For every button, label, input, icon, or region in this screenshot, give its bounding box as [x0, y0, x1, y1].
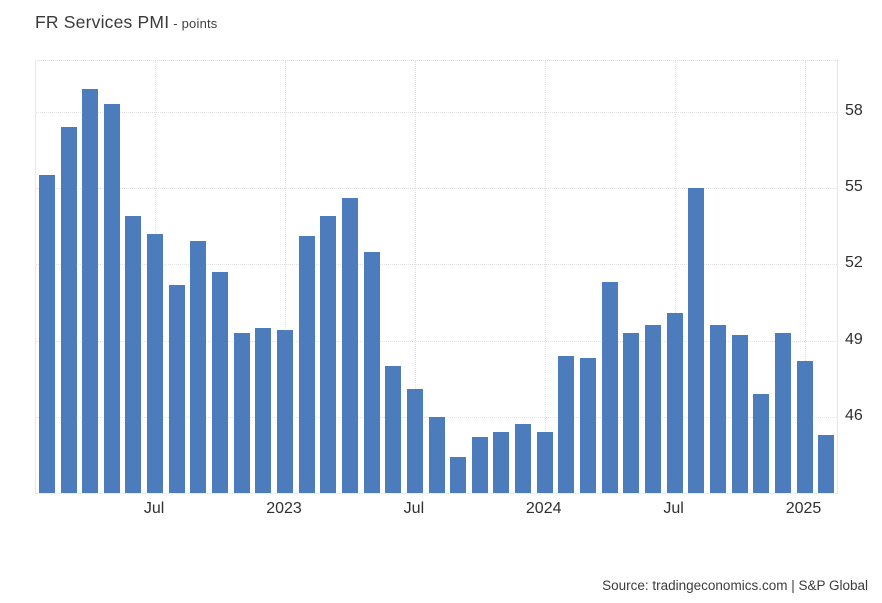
bar-apr-2022[interactable] — [82, 89, 99, 493]
bar-dec-2023[interactable] — [515, 424, 532, 493]
x-tick-label-jul-29: Jul — [663, 500, 684, 517]
gridline-v-2023-11 — [285, 61, 286, 493]
gridline-h-55 — [36, 188, 837, 190]
bar-nov-2022[interactable] — [233, 332, 250, 493]
y-tick-label-49: 49 — [845, 330, 863, 348]
bar-feb-2024[interactable] — [558, 355, 575, 493]
bar-may-2022[interactable] — [103, 104, 120, 493]
bar-sep-2022[interactable] — [190, 241, 207, 493]
bar-aug-2024[interactable] — [688, 188, 705, 493]
gridline-h-49 — [36, 340, 837, 342]
bar-aug-2022[interactable] — [168, 284, 185, 493]
bar-jul-2023[interactable] — [406, 388, 423, 493]
bar-jan-2023[interactable] — [277, 330, 293, 493]
x-tick-label-2023-11: 2023 — [266, 500, 302, 517]
bar-oct-2024[interactable] — [731, 335, 748, 493]
y-tick-label-55: 55 — [845, 178, 863, 196]
bar-jul-2024[interactable] — [666, 312, 683, 493]
x-tick-label-jul-5: Jul — [143, 500, 165, 517]
y-tick-label-52: 52 — [845, 254, 863, 272]
bar-sep-2023[interactable] — [450, 457, 467, 493]
bar-jun-2024[interactable] — [645, 325, 661, 493]
plot-area — [35, 60, 838, 494]
x-tick-label-2025-35: 2025 — [785, 500, 822, 517]
bar-mar-2024[interactable] — [580, 358, 596, 493]
gridline-v-jul-29 — [674, 61, 676, 493]
bar-feb-2023[interactable] — [298, 236, 315, 493]
gridline-v-2024-23 — [544, 61, 546, 493]
gridline-h-52 — [36, 264, 837, 266]
bar-may-2024[interactable] — [623, 332, 640, 493]
bar-oct-2022[interactable] — [212, 271, 228, 493]
chart-title-main: FR Services PMI — [35, 12, 170, 32]
gridline-v-2025-35 — [804, 61, 806, 493]
bar-apr-2024[interactable] — [601, 282, 618, 493]
bar-jul-2022[interactable] — [147, 233, 164, 493]
bar-aug-2023[interactable] — [428, 416, 445, 493]
bar-jun-2022[interactable] — [125, 216, 142, 493]
y-tick-label-58: 58 — [845, 101, 863, 119]
bar-dec-2024[interactable] — [774, 332, 791, 493]
gridline-h-58 — [36, 111, 837, 113]
bar-jan-2024[interactable] — [536, 432, 553, 493]
bar-feb-2022[interactable] — [38, 175, 55, 493]
bar-may-2023[interactable] — [363, 251, 380, 493]
chart-title-unit: - points — [173, 16, 218, 31]
x-tick-label-jul-17: Jul — [403, 500, 425, 517]
bar-sep-2024[interactable] — [709, 325, 726, 493]
gridline-v-jul-17 — [414, 61, 416, 493]
bar-apr-2023[interactable] — [341, 198, 358, 493]
y-tick-label-46: 46 — [845, 406, 863, 424]
bar-nov-2024[interactable] — [753, 393, 770, 493]
source-attribution: Source: tradingeconomics.com | S&P Globa… — [602, 578, 868, 593]
chart-title: FR Services PMI - points — [35, 12, 218, 33]
bar-mar-2023[interactable] — [320, 216, 337, 493]
bar-dec-2022[interactable] — [255, 327, 272, 493]
bar-nov-2023[interactable] — [493, 432, 510, 493]
bar-jun-2023[interactable] — [385, 365, 402, 493]
bar-oct-2023[interactable] — [471, 437, 488, 493]
bar-feb-2025[interactable] — [818, 434, 835, 493]
bar-mar-2022[interactable] — [60, 127, 77, 493]
bar-jan-2025[interactable] — [796, 360, 813, 493]
x-tick-label-2024-23: 2024 — [525, 500, 562, 517]
